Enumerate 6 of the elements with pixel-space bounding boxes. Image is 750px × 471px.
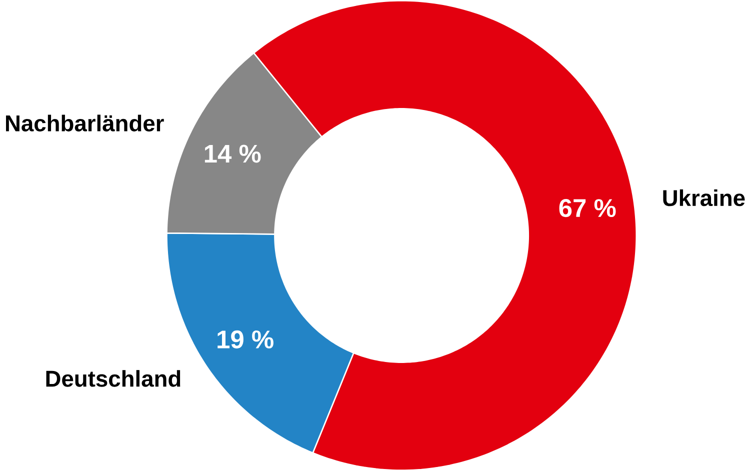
data-label: 14 % [204, 144, 261, 163]
slice-label: Deutschland [46, 370, 180, 387]
slice-label: Nachbarländer [6, 114, 164, 132]
slice-label: Ukraine [663, 189, 745, 206]
data-label: 19 % [218, 330, 274, 348]
data-label: 67 % [559, 199, 616, 218]
